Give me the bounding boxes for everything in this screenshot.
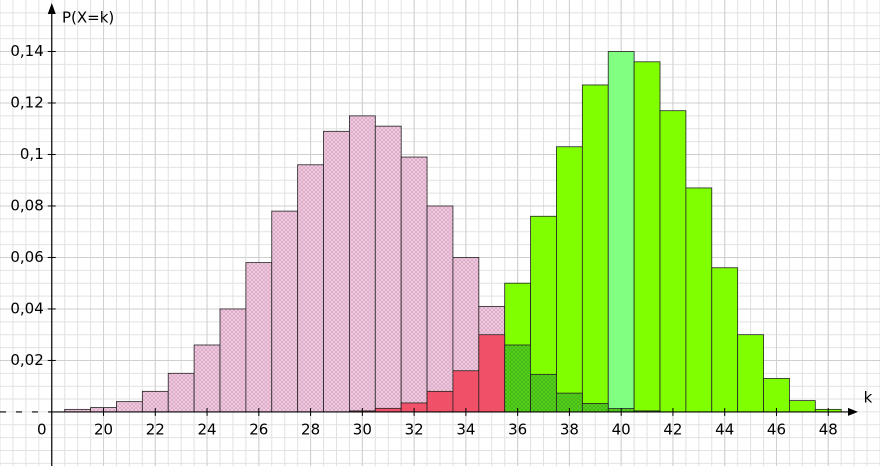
x-tick-label: 30 (353, 420, 372, 438)
bar (245, 262, 273, 413)
origin-label: 0 (37, 420, 47, 438)
bar (426, 390, 454, 413)
x-tick-label: 26 (249, 420, 268, 438)
bar (426, 205, 454, 413)
y-tick-label: 0,1 (20, 145, 44, 163)
bar (478, 334, 506, 413)
bar (297, 164, 324, 413)
y-tick-label: 0,14 (10, 42, 43, 60)
bar (763, 378, 790, 413)
bar (556, 146, 583, 413)
bar (633, 61, 661, 413)
x-tick-label: 48 (819, 420, 838, 438)
y-tick-label: 0,04 (10, 299, 43, 317)
bar (374, 125, 402, 413)
x-tick-label: 32 (405, 420, 424, 438)
x-axis-label: k (864, 389, 873, 407)
x-tick-label: 24 (198, 420, 217, 438)
x-tick-label: 40 (612, 420, 631, 438)
bar (607, 51, 635, 413)
y-tick-label: 0,02 (10, 351, 43, 369)
bar (193, 344, 221, 413)
bar (711, 267, 739, 413)
bar (685, 187, 713, 413)
y-axis-arrow (47, 3, 56, 14)
y-tick-label: 0,06 (10, 248, 43, 266)
y-tick-label: 0,08 (10, 196, 43, 214)
x-tick-label: 20 (94, 420, 113, 438)
x-tick-label: 38 (560, 420, 579, 438)
bar (659, 110, 687, 413)
bar (581, 84, 609, 413)
bar (504, 344, 531, 413)
x-tick-label: 44 (715, 420, 734, 438)
bar (400, 156, 428, 413)
bar (271, 210, 299, 413)
y-tick-label: 0,12 (10, 93, 43, 111)
x-axis-arrow (848, 407, 858, 416)
bar (737, 334, 764, 413)
bar (581, 403, 609, 413)
x-tick-label: 34 (456, 420, 475, 438)
x-tick-label: 36 (508, 420, 527, 438)
x-tick-label: 22 (146, 420, 165, 438)
x-tick-label: 28 (301, 420, 320, 438)
x-tick-label: 46 (767, 420, 786, 438)
bar (530, 373, 557, 413)
bar (219, 308, 247, 413)
x-tick-label: 42 (663, 420, 682, 438)
bar (323, 130, 350, 413)
bar (452, 370, 480, 413)
bar (349, 115, 376, 413)
bar (167, 372, 195, 413)
y-axis-label: P(X=k) (62, 9, 114, 27)
bar (789, 400, 816, 413)
bar (116, 401, 143, 413)
